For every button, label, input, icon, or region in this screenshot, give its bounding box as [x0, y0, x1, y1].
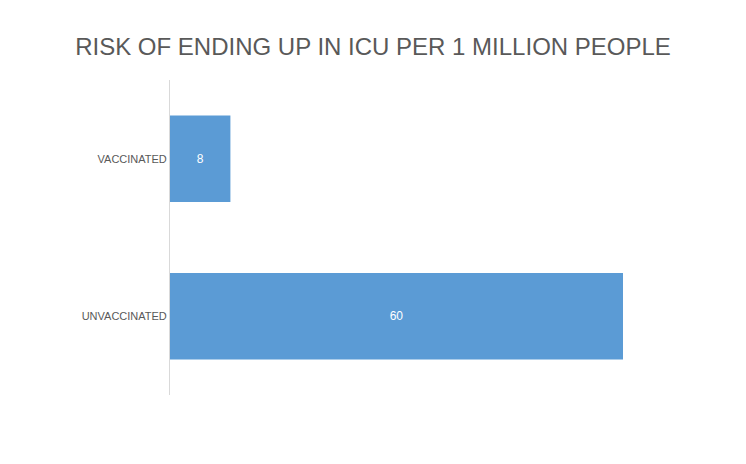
- svg-text:UNVACCINATED: UNVACCINATED: [82, 310, 167, 322]
- svg-text:60: 60: [390, 309, 404, 323]
- svg-text:VACCINATED: VACCINATED: [98, 153, 167, 165]
- svg-text:8: 8: [197, 152, 204, 166]
- svg-text:RISK OF ENDING UP IN ICU PER 1: RISK OF ENDING UP IN ICU PER 1 MILLION P…: [75, 33, 671, 60]
